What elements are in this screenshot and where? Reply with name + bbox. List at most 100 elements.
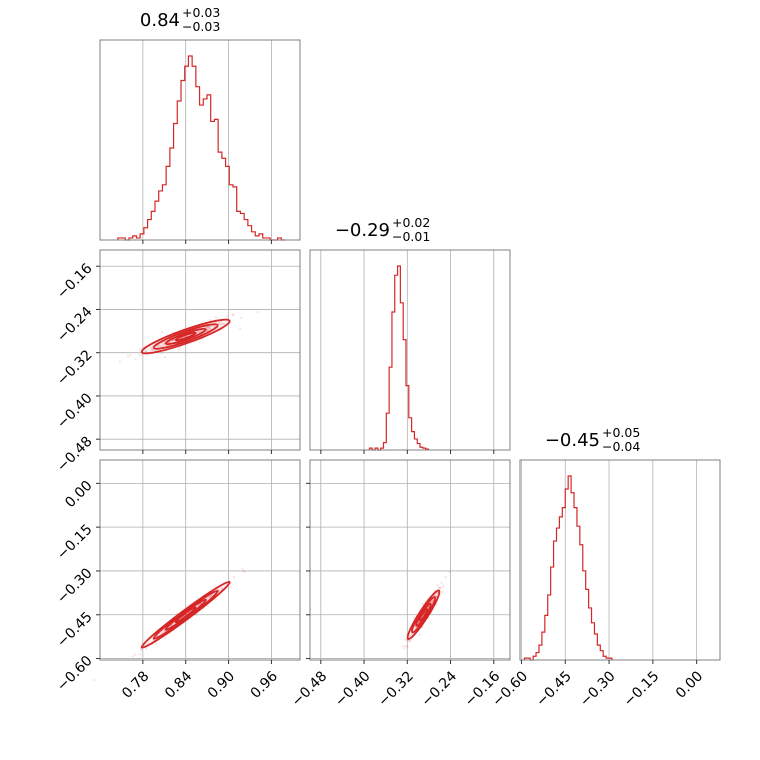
sample-point xyxy=(118,360,122,363)
sample-point xyxy=(408,639,412,643)
sample-point xyxy=(160,342,164,345)
sample-point xyxy=(206,326,209,329)
sample-point xyxy=(208,595,212,598)
title-plus-error: +0.02 xyxy=(392,215,430,230)
sample-point xyxy=(441,585,445,588)
sample-point xyxy=(149,346,153,350)
histogram-step-3 xyxy=(523,475,613,661)
sample-point xyxy=(131,655,134,658)
sample-point xyxy=(159,345,162,348)
title-plus-error: +0.03 xyxy=(182,5,220,20)
title-median: 0.84 xyxy=(140,10,180,31)
sample-point xyxy=(431,600,434,603)
sample-point xyxy=(238,327,242,330)
sample-point xyxy=(214,585,217,588)
scatter-panel-1-2 xyxy=(306,459,511,664)
sample-point xyxy=(126,355,130,358)
sample-point xyxy=(73,368,76,371)
title-minus-error: −0.01 xyxy=(392,229,430,244)
sample-point xyxy=(241,570,245,573)
sample-point xyxy=(172,338,176,342)
sample-point xyxy=(134,653,137,656)
sample-point xyxy=(168,341,171,344)
sample-point xyxy=(232,313,236,316)
panel-frame xyxy=(309,249,511,451)
density-contour-4 xyxy=(140,580,231,649)
density-contour-2 xyxy=(164,598,207,631)
sample-point xyxy=(435,594,438,598)
param-title-2: −0.29 +0.02−0.01 xyxy=(335,215,430,244)
density-contour-2 xyxy=(415,602,432,627)
sample-point xyxy=(144,647,148,650)
title-median: −0.29 xyxy=(335,220,390,241)
sample-point xyxy=(213,325,216,328)
sample-point xyxy=(222,322,225,325)
sample-point xyxy=(150,348,153,351)
sample-point xyxy=(441,590,444,594)
histogram-panel-2: −0.29 +0.02−0.01 xyxy=(309,215,511,454)
sample-point xyxy=(206,604,209,608)
panel-frame xyxy=(99,249,301,451)
sample-point xyxy=(208,595,211,598)
sample-point xyxy=(141,353,144,356)
sample-point xyxy=(403,647,406,650)
sample-point xyxy=(232,576,236,579)
sample-point xyxy=(436,584,439,587)
density-contour-2 xyxy=(164,327,207,346)
sample-point xyxy=(207,596,210,599)
sample-point xyxy=(197,331,200,334)
sample-point xyxy=(404,644,408,648)
sample-point xyxy=(150,348,154,352)
panel-frame xyxy=(309,459,511,661)
sample-point xyxy=(229,586,232,589)
sample-point xyxy=(209,318,212,322)
sample-point xyxy=(208,327,211,330)
sample-point xyxy=(410,633,414,636)
sample-point xyxy=(177,348,181,351)
sample-point xyxy=(146,353,149,357)
param-title-1: 0.84 +0.03−0.03 xyxy=(140,5,220,34)
density-contour-3 xyxy=(152,323,219,350)
density-contour-1 xyxy=(418,608,429,622)
sample-point xyxy=(154,642,157,645)
density-contour-3 xyxy=(410,596,437,634)
sample-point xyxy=(209,325,212,328)
sample-point xyxy=(206,328,209,331)
sample-point xyxy=(439,586,442,590)
sample-point xyxy=(448,570,452,574)
sample-point xyxy=(421,602,425,606)
title-minus-error: −0.04 xyxy=(602,439,640,454)
density-contour-1 xyxy=(174,331,197,342)
sample-point xyxy=(408,640,411,643)
density-contour-4 xyxy=(140,318,231,355)
sample-point xyxy=(407,639,410,642)
sample-point xyxy=(144,349,148,353)
sample-point xyxy=(161,343,165,347)
sample-point xyxy=(207,595,211,599)
sample-point xyxy=(436,591,439,594)
panel-frame xyxy=(99,39,301,241)
sample-point xyxy=(128,353,132,357)
sample-point xyxy=(205,329,209,332)
sample-point xyxy=(206,328,209,332)
sample-point xyxy=(163,356,167,359)
sample-point xyxy=(437,586,440,590)
sample-point xyxy=(256,310,259,314)
scatter-panel-0-1 xyxy=(73,249,301,454)
sample-point xyxy=(220,587,224,590)
sample-point xyxy=(231,313,234,317)
sample-point xyxy=(139,653,142,656)
sample-point xyxy=(138,348,142,351)
sample-point xyxy=(208,326,211,329)
sample-point xyxy=(409,633,412,637)
title-median: −0.45 xyxy=(545,430,600,451)
sample-point xyxy=(163,636,167,640)
histogram-step-1 xyxy=(117,55,285,241)
sample-point xyxy=(140,648,143,652)
title-plus-error: +0.05 xyxy=(602,425,640,440)
density-contour-4 xyxy=(406,589,441,640)
sample-point xyxy=(241,567,244,571)
sample-point xyxy=(160,351,163,355)
title-minus-error: −0.03 xyxy=(182,19,220,34)
sample-point xyxy=(156,344,160,347)
